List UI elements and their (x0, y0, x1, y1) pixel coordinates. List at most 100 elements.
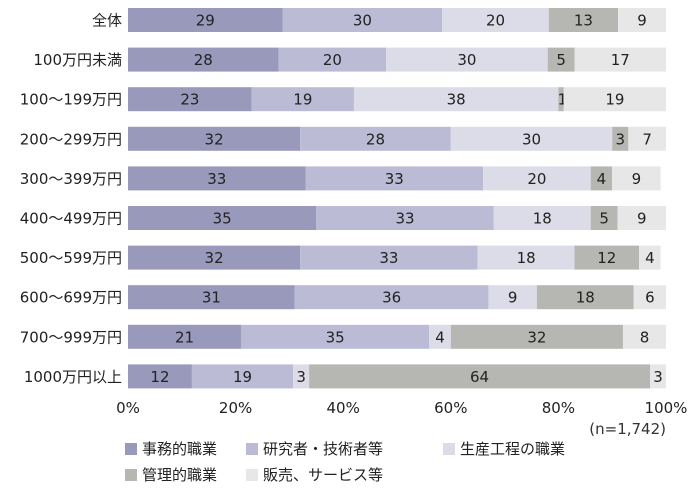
data-label: 12 (597, 249, 616, 267)
data-label: 33 (396, 210, 415, 228)
data-label: 28 (366, 130, 385, 148)
legend-swatch (246, 443, 258, 455)
bar-segment (612, 166, 661, 191)
bar-segment (128, 324, 241, 349)
category-label: 100～199万円 (20, 91, 122, 109)
data-label: 20 (486, 12, 505, 30)
data-label: 19 (605, 91, 624, 109)
bar-segment (639, 245, 661, 270)
data-label: 13 (574, 12, 593, 30)
bar-segment (251, 87, 354, 112)
bar-segment (483, 166, 591, 191)
bar-segment (628, 126, 666, 151)
bar-segment (612, 126, 629, 151)
data-label: 4 (645, 249, 655, 267)
legend-swatch (246, 469, 258, 481)
data-label: 35 (326, 328, 345, 346)
data-label: 31 (202, 289, 221, 307)
x-tick-label: 0% (116, 399, 140, 417)
bar-segment (305, 166, 484, 191)
bar-segment (558, 87, 564, 112)
data-label: 12 (150, 368, 169, 386)
sample-size-note: (n=1,742) (589, 420, 666, 438)
category-label: 全体 (92, 12, 122, 30)
bar-segment (574, 245, 640, 270)
data-label: 64 (470, 368, 489, 386)
bar-segment (282, 8, 443, 32)
bar-segment (574, 47, 666, 72)
bar-segment (590, 166, 613, 191)
data-label: 36 (382, 289, 401, 307)
data-label: 38 (447, 91, 466, 109)
x-tick-label: 100% (645, 399, 688, 417)
data-label: 29 (196, 12, 215, 30)
x-tick-label: 20% (219, 399, 252, 417)
data-label: 8 (640, 328, 650, 346)
legend-label: 研究者・技術者等 (263, 440, 383, 458)
data-label: 33 (379, 249, 398, 267)
bar-segment (617, 206, 666, 230)
bar-segment (450, 126, 613, 151)
data-label: 18 (576, 289, 595, 307)
category-labels: 全体 100万円未満 100～199万円 200～299万円 300～399万円 400～… (20, 12, 122, 386)
bar-segment (293, 364, 310, 389)
bar-segment (548, 8, 619, 32)
data-label: 9 (637, 12, 647, 30)
bar-segment (128, 47, 279, 72)
data-label: 30 (457, 51, 476, 69)
data-label: 3 (296, 368, 306, 386)
data-label: 30 (353, 12, 372, 30)
bar-segment (633, 285, 666, 310)
data-label: 23 (180, 91, 199, 109)
data-label: 21 (175, 328, 194, 346)
bar-segment (278, 47, 387, 72)
legend-swatch (125, 443, 137, 455)
data-label: 7 (642, 130, 652, 148)
bar-segment (128, 245, 301, 270)
data-label: 32 (527, 328, 546, 346)
data-label: 4 (435, 328, 445, 346)
bar-segment (128, 8, 283, 32)
category-label: 200～299万円 (20, 130, 122, 148)
data-label: 9 (632, 170, 642, 188)
bar-segment (429, 324, 451, 349)
data-label: 18 (533, 210, 552, 228)
x-tick-label: 40% (327, 399, 360, 417)
bar-segment (309, 364, 651, 389)
bar-segment (536, 285, 634, 310)
data-label: 30 (522, 130, 541, 148)
category-label: 300～399万円 (20, 170, 122, 188)
data-label: 35 (213, 210, 232, 228)
data-label: 3 (653, 368, 663, 386)
bar-segment (128, 87, 252, 112)
category-label: 100万円未満 (33, 51, 122, 69)
data-label: 1 (558, 91, 568, 109)
bar-segment (128, 206, 317, 230)
legend-label: 生産工程の職業 (460, 440, 565, 458)
bar-segment (191, 364, 294, 389)
bar-segment (300, 126, 451, 151)
bar-segment (618, 8, 666, 32)
data-label: 3 (615, 130, 625, 148)
data-label: 5 (599, 210, 609, 228)
bar-segment (450, 324, 623, 349)
category-label: 600～699万円 (20, 289, 122, 307)
data-label: 32 (205, 249, 224, 267)
data-label: 17 (611, 51, 630, 69)
data-label: 9 (637, 210, 647, 228)
legend-swatch (443, 443, 455, 455)
category-label: 500～599万円 (20, 249, 122, 267)
legend-label: 管理的職業 (142, 466, 217, 484)
data-label: 20 (323, 51, 342, 69)
bar-segment (590, 206, 618, 230)
bar-segment (128, 364, 192, 389)
bar-segment (488, 285, 537, 310)
legend-swatch (125, 469, 137, 481)
bar-segment (622, 324, 666, 349)
data-label: 9 (508, 289, 518, 307)
data-label: 32 (205, 130, 224, 148)
category-label: 700～999万円 (20, 328, 122, 346)
legend-label: 事務的職業 (142, 440, 217, 458)
data-label: 33 (207, 170, 226, 188)
